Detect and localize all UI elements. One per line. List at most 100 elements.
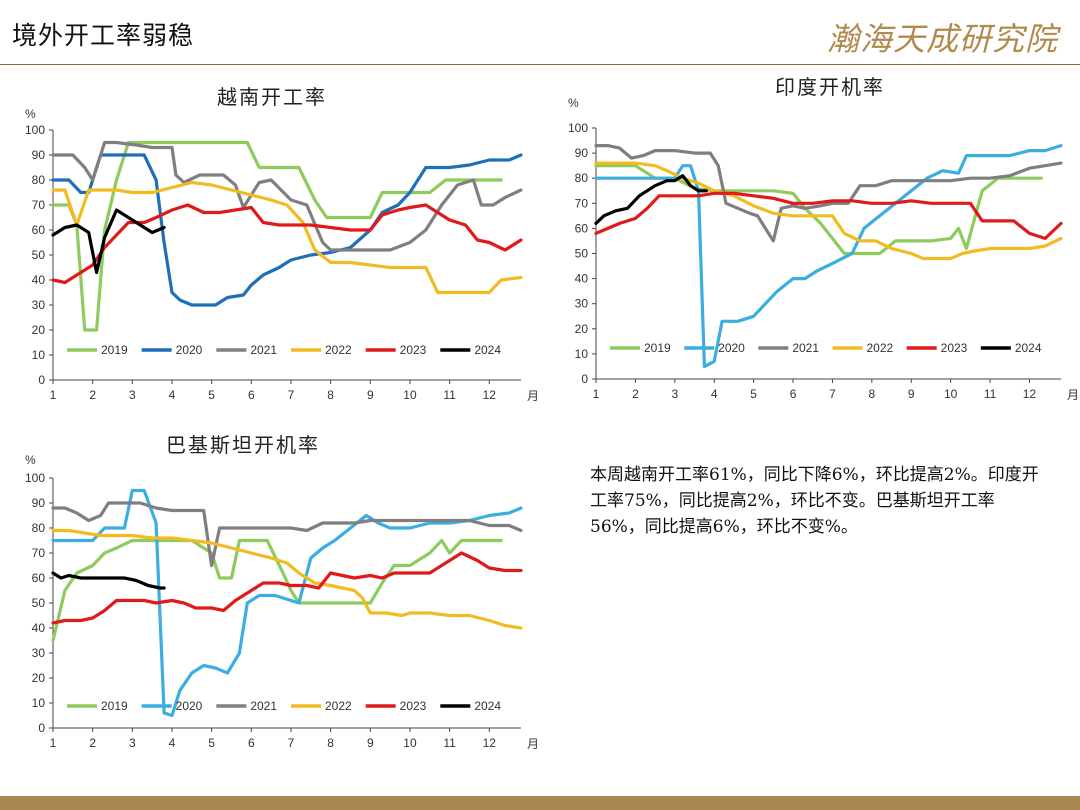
series-line-2021 bbox=[51, 501, 523, 568]
y-tick-label: 20 bbox=[32, 671, 46, 685]
series-line-2023 bbox=[51, 203, 523, 285]
x-tick-label: 2 bbox=[89, 736, 96, 750]
x-tick-label: 1 bbox=[50, 388, 57, 402]
legend-label-2020: 2020 bbox=[176, 699, 203, 713]
legend-label-2024: 2024 bbox=[474, 343, 501, 357]
series-line-2021 bbox=[51, 140, 523, 252]
y-tick-label: 40 bbox=[32, 273, 46, 287]
x-tick-label: 8 bbox=[327, 388, 334, 402]
header: 境外开工率弱稳 瀚海天成研究院 bbox=[0, 0, 1080, 64]
x-axis-unit: 月 bbox=[527, 737, 539, 751]
x-tick-label: 4 bbox=[169, 736, 176, 750]
footer-bar bbox=[0, 796, 1080, 810]
series-line-2022 bbox=[594, 161, 1063, 261]
chart-vietnam: 越南开工率% 月 0 10 20 30 40 50 60 70 80 90 100 1 2 3 4 5 6 7 8 9 10… bbox=[0, 72, 540, 412]
x-tick-label: 5 bbox=[208, 736, 215, 750]
y-tick-label: 90 bbox=[32, 148, 46, 162]
y-tick-label: 40 bbox=[32, 621, 46, 635]
legend-label-2022: 2022 bbox=[325, 343, 352, 357]
x-tick-label: 7 bbox=[288, 388, 295, 402]
y-tick-label: 50 bbox=[575, 247, 589, 261]
chart-title: 印度开机率 bbox=[775, 75, 885, 99]
series-line-2022 bbox=[51, 180, 523, 295]
y-tick-label: 70 bbox=[575, 196, 589, 210]
y-tick-label: 10 bbox=[32, 348, 46, 362]
header-divider bbox=[0, 64, 1080, 65]
y-tick-label: 90 bbox=[32, 496, 46, 510]
x-tick-label: 8 bbox=[869, 387, 876, 401]
x-tick-label: 1 bbox=[593, 387, 600, 401]
x-tick-label: 7 bbox=[288, 736, 295, 750]
y-tick-label: 20 bbox=[32, 323, 46, 337]
x-tick-label: 6 bbox=[790, 387, 797, 401]
x-tick-label: 4 bbox=[169, 388, 176, 402]
x-tick-label: 11 bbox=[984, 387, 997, 401]
y-tick-label: 70 bbox=[32, 546, 46, 560]
legend-label-2021: 2021 bbox=[792, 341, 819, 355]
series-line-2020 bbox=[51, 153, 523, 307]
y-tick-label: 90 bbox=[575, 146, 589, 160]
y-tick-label: 0 bbox=[38, 373, 45, 387]
y-tick-label: 60 bbox=[32, 571, 46, 585]
x-tick-label: 9 bbox=[367, 736, 374, 750]
x-tick-label: 6 bbox=[248, 736, 255, 750]
x-tick-label: 10 bbox=[403, 388, 417, 402]
x-tick-label: 12 bbox=[483, 736, 497, 750]
x-tick-label: 3 bbox=[129, 388, 136, 402]
x-tick-label: 11 bbox=[443, 736, 456, 750]
y-tick-label: 30 bbox=[32, 298, 46, 312]
legend-label-2019: 2019 bbox=[644, 341, 671, 355]
y-tick-label: 10 bbox=[32, 696, 46, 710]
legend-label-2022: 2022 bbox=[325, 699, 352, 713]
y-tick-label: 80 bbox=[32, 173, 46, 187]
y-tick-label: 50 bbox=[32, 596, 46, 610]
chart-title: 巴基斯坦开机率 bbox=[166, 433, 320, 457]
series-line-2019 bbox=[51, 538, 503, 643]
series-line-2023 bbox=[594, 191, 1063, 240]
page-title: 境外开工率弱稳 bbox=[12, 21, 195, 50]
y-tick-label: 80 bbox=[575, 171, 589, 185]
series-line-2020 bbox=[51, 488, 523, 718]
series-line-2021 bbox=[594, 144, 1063, 243]
x-tick-label: 8 bbox=[327, 736, 334, 750]
y-axis-unit: % bbox=[25, 453, 36, 467]
y-tick-label: 20 bbox=[575, 322, 589, 336]
y-tick-label: 100 bbox=[568, 121, 588, 135]
x-tick-label: 5 bbox=[208, 388, 215, 402]
legend-label-2021: 2021 bbox=[250, 699, 277, 713]
chart-pakistan: 巴基斯坦开机率% 月 0 10 20 30 40 50 60 70 80 90 100 1 2 3 4 5 6 7 8 9… bbox=[0, 420, 540, 760]
legend-label-2020: 2020 bbox=[176, 343, 203, 357]
legend-label-2019: 2019 bbox=[101, 343, 128, 357]
x-axis-unit: 月 bbox=[527, 389, 539, 403]
x-axis-unit: 月 bbox=[1067, 388, 1079, 402]
legend-label-2024: 2024 bbox=[1015, 341, 1042, 355]
y-axis-unit: % bbox=[25, 107, 36, 121]
y-axis-unit: % bbox=[568, 96, 579, 110]
chart-title: 越南开工率 bbox=[217, 85, 327, 109]
legend-label-2023: 2023 bbox=[400, 699, 427, 713]
y-tick-label: 100 bbox=[25, 471, 45, 485]
y-tick-label: 30 bbox=[32, 646, 46, 660]
series-line-2024 bbox=[51, 208, 166, 275]
x-tick-label: 2 bbox=[632, 387, 639, 401]
legend-label-2021: 2021 bbox=[250, 343, 277, 357]
x-tick-label: 5 bbox=[750, 387, 757, 401]
y-tick-label: 0 bbox=[38, 721, 45, 735]
y-tick-label: 100 bbox=[25, 123, 45, 137]
x-tick-label: 12 bbox=[483, 388, 497, 402]
x-tick-label: 9 bbox=[908, 387, 915, 401]
y-tick-label: 80 bbox=[32, 521, 46, 535]
series-line-2024 bbox=[51, 571, 166, 590]
series-line-2019 bbox=[51, 140, 503, 332]
x-tick-label: 9 bbox=[367, 388, 374, 402]
legend-label-2023: 2023 bbox=[941, 341, 968, 355]
x-tick-label: 6 bbox=[248, 388, 255, 402]
legend-label-2022: 2022 bbox=[867, 341, 894, 355]
x-tick-label: 4 bbox=[711, 387, 718, 401]
series-line-2019 bbox=[594, 164, 1043, 256]
y-tick-label: 50 bbox=[32, 248, 46, 262]
x-tick-label: 10 bbox=[403, 736, 417, 750]
y-tick-label: 60 bbox=[32, 223, 46, 237]
